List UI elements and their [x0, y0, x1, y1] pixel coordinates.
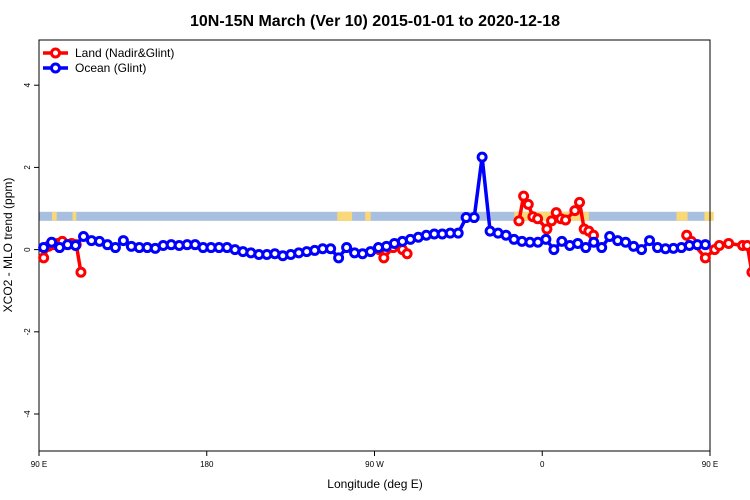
- land-band: [676, 211, 688, 221]
- ocean-point: [476, 151, 488, 163]
- land-point: [522, 198, 534, 210]
- land-band: [72, 211, 77, 221]
- ocean-point: [117, 235, 129, 247]
- ocean-point: [468, 212, 480, 224]
- x-tick-label: 180: [200, 460, 214, 469]
- ocean-point: [644, 235, 656, 247]
- land-point: [746, 267, 750, 278]
- land-band: [704, 211, 714, 221]
- land-band: [337, 211, 353, 221]
- ocean-band: [39, 211, 710, 221]
- legend-swatch-marker: [50, 62, 61, 74]
- ocean-point: [588, 236, 600, 248]
- land-point: [513, 215, 525, 227]
- y-tick-label: -4: [23, 410, 32, 418]
- ocean-point: [452, 227, 464, 239]
- ocean-point: [109, 242, 121, 254]
- legend-label: Land (Nadir&Glint): [75, 46, 174, 60]
- ocean-point: [46, 236, 58, 248]
- y-tick-label: -2: [23, 328, 32, 336]
- legend: Land (Nadir&Glint)Ocean (Glint): [43, 46, 174, 75]
- land-point: [541, 223, 553, 235]
- ocean-series-line: [42, 155, 706, 260]
- land-point: [378, 252, 390, 264]
- chart-title: 10N-15N March (Ver 10) 2015-01-01 to 202…: [190, 13, 560, 30]
- land-band: [52, 211, 57, 221]
- plot-area: 90 E 180 90 W 0 90 E -4 -2 0 2 4: [23, 39, 750, 469]
- ocean-point: [572, 237, 584, 249]
- legend-label: Ocean (Glint): [75, 61, 146, 75]
- x-tick-label: 90 E: [31, 460, 47, 469]
- y-axis-label: XCO2 - MLO trend (ppm): [1, 178, 15, 313]
- ocean-point: [38, 242, 50, 254]
- ocean-point: [580, 242, 592, 254]
- ocean-point: [699, 239, 711, 251]
- x-tick-label: 90 W: [365, 460, 384, 469]
- land-band: [365, 211, 371, 221]
- ocean-point: [325, 243, 337, 255]
- land-point: [518, 190, 530, 202]
- ocean-point: [78, 230, 90, 242]
- ocean-point: [341, 242, 353, 254]
- land-point: [713, 240, 725, 251]
- land-point: [574, 196, 586, 208]
- y-tick-label: 2: [23, 165, 32, 170]
- land-point: [560, 214, 572, 226]
- ocean-point: [548, 244, 560, 256]
- ocean-point: [333, 252, 345, 264]
- y-tick-label: 0: [23, 247, 32, 252]
- land-point: [38, 252, 50, 264]
- ocean-point: [556, 235, 568, 247]
- land-point: [546, 215, 558, 227]
- y-tick-label: 4: [23, 82, 32, 87]
- ocean-point: [500, 229, 512, 241]
- land-point: [699, 252, 711, 264]
- land-point: [75, 266, 87, 278]
- land-point: [569, 205, 581, 217]
- ocean-point: [636, 244, 648, 256]
- land-point: [532, 213, 544, 225]
- ocean-point: [70, 240, 82, 251]
- ocean-point: [365, 246, 377, 258]
- ocean-point: [596, 242, 608, 254]
- legend-swatch-marker: [50, 47, 61, 59]
- land-point: [401, 248, 413, 260]
- ocean-point: [620, 236, 632, 248]
- ocean-point: [604, 230, 616, 242]
- land-point: [723, 237, 735, 249]
- x-tick-label: 90 E: [702, 460, 718, 469]
- land-point: [741, 240, 750, 251]
- x-axis-label: Longitude (deg E): [327, 477, 422, 491]
- ocean-point: [540, 233, 552, 245]
- x-tick-label: 0: [540, 460, 545, 469]
